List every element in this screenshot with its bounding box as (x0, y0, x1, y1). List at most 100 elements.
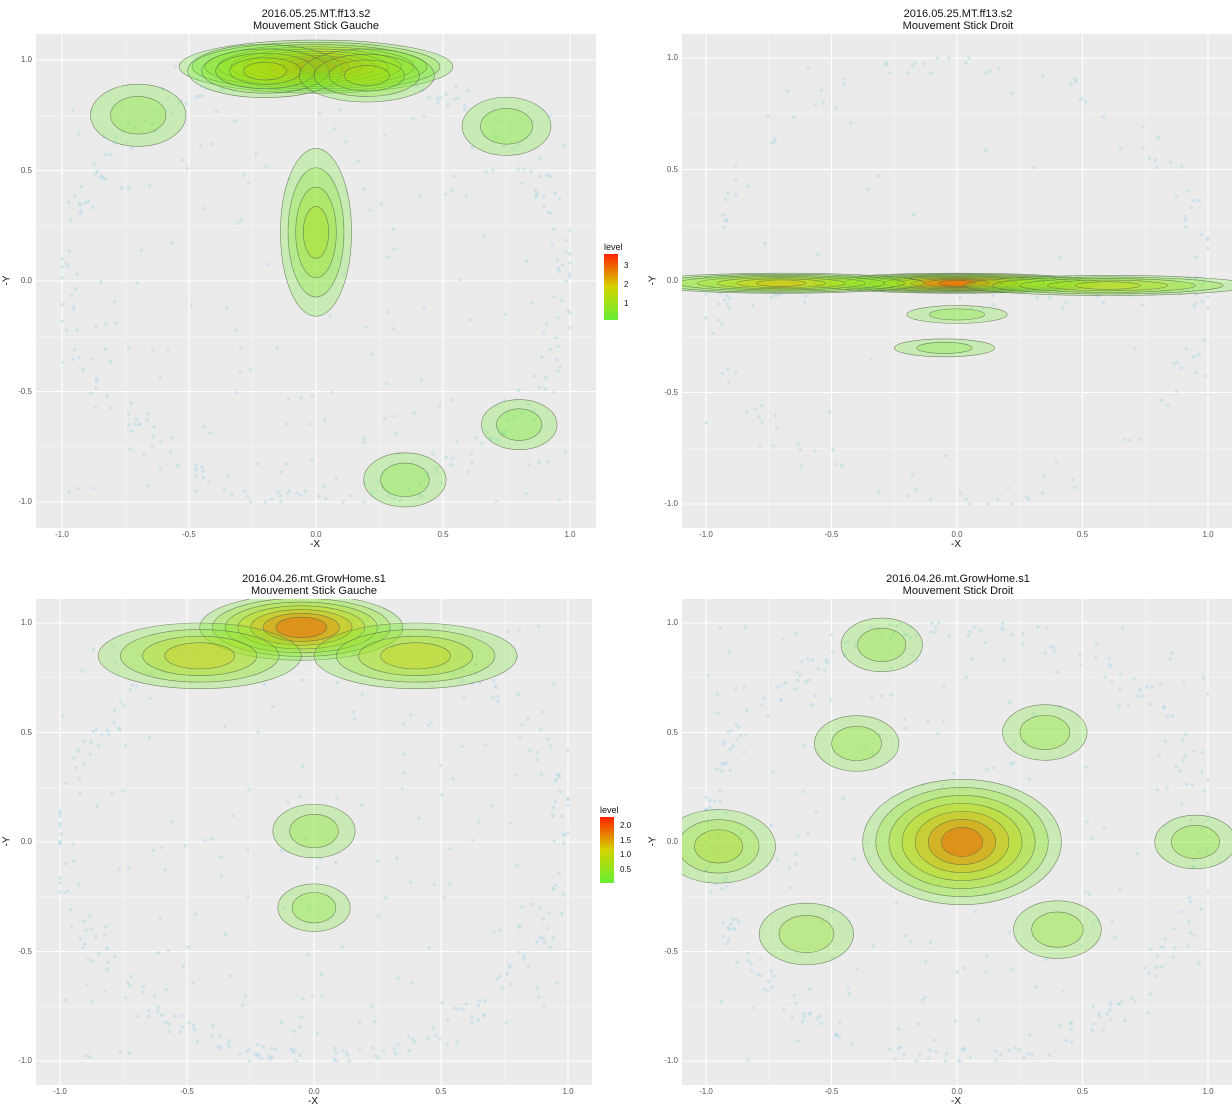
scatter-point (894, 900, 899, 905)
scatter-point (470, 1020, 475, 1024)
scatter-point (407, 488, 412, 492)
scatter-point (480, 634, 484, 639)
scatter-point (723, 298, 727, 302)
scatter-point (818, 1014, 822, 1018)
scatter-point (303, 489, 308, 493)
scatter-point (69, 907, 73, 912)
scatter-point (209, 837, 214, 841)
scatter-point (81, 919, 86, 923)
scatter-point (449, 463, 453, 467)
scatter-point (766, 979, 771, 984)
scatter-point (1103, 675, 1107, 679)
scatter-point (568, 325, 572, 330)
scatter-point (528, 748, 532, 753)
scatter-point (377, 635, 382, 639)
scatter-point (1091, 1004, 1095, 1009)
scatter-point (100, 176, 105, 180)
scatter-point (123, 743, 128, 748)
scatter-point (334, 1059, 339, 1063)
scatter-point (288, 488, 292, 493)
scatter-point (991, 302, 995, 307)
scatter-point (398, 498, 402, 503)
scatter-point (60, 257, 64, 261)
scatter-point (906, 71, 910, 75)
scatter-point (903, 933, 908, 938)
scatter-point (850, 1042, 854, 1046)
scatter-point (90, 109, 95, 114)
scatter-point (772, 974, 776, 979)
scatter-point (529, 301, 534, 305)
scatter-point (1017, 1047, 1022, 1052)
scatter-point (434, 466, 439, 470)
scatter-point (375, 480, 380, 484)
plot-area (36, 599, 592, 1085)
scatter-point (533, 195, 538, 199)
scatter-point (396, 976, 400, 980)
density-contour (855, 275, 1059, 292)
scatter-point (837, 1035, 842, 1040)
scatter-point (422, 114, 427, 119)
scatter-point (943, 1059, 948, 1063)
scatter-point (1206, 818, 1210, 822)
density-contour (937, 279, 977, 287)
scatter-point (774, 294, 779, 298)
scatter-point (498, 928, 503, 933)
scatter-point (1133, 999, 1138, 1004)
scatter-point (418, 193, 423, 198)
scatter-point (880, 693, 884, 698)
scatter-point (1079, 662, 1083, 667)
scatter-point (245, 1049, 249, 1054)
scatter-point (340, 944, 345, 949)
scatter-point (71, 357, 75, 362)
y-axis-label: -Y (1, 275, 13, 286)
scatter-point (240, 63, 244, 67)
scatter-point (1042, 474, 1047, 479)
y-tick-label: 0.5 (20, 727, 32, 737)
scatter-point (470, 145, 475, 150)
scatter-point (537, 174, 542, 179)
scatter-point (231, 813, 235, 818)
scatter-point (493, 136, 498, 141)
scatter-point (1205, 691, 1210, 696)
scatter-point (347, 1059, 352, 1063)
scatter-point (744, 708, 749, 713)
scatter-point (67, 200, 71, 205)
scatter-point (128, 688, 133, 692)
scatter-point (909, 939, 913, 944)
scatter-point (194, 489, 199, 494)
plot-area (682, 34, 1232, 528)
scatter-point (105, 967, 109, 972)
scatter-point (501, 144, 506, 149)
density-contour (736, 278, 827, 288)
scatter-point (361, 500, 366, 504)
scatter-point (772, 137, 776, 141)
x-tick-label: 1.0 (1202, 530, 1214, 539)
scatter-point (97, 952, 101, 956)
density-contour (481, 399, 558, 450)
scatter-point (316, 640, 320, 644)
scatter-point (533, 188, 537, 193)
scatter-point (888, 637, 893, 642)
density-contour (120, 629, 280, 683)
scatter-point (546, 459, 551, 464)
scatter-point (78, 791, 82, 795)
scatter-point (298, 1053, 302, 1057)
chart-title-line: 2016.04.26.mt.GrowHome.s1 (886, 573, 1030, 585)
scatter-point (412, 411, 416, 415)
scatter-point (139, 248, 144, 253)
scatter-point (722, 740, 727, 744)
scatter-point (448, 847, 453, 851)
density-contour (164, 642, 235, 670)
scatter-point (160, 661, 165, 665)
scatter-point (452, 174, 456, 179)
scatter-point (727, 296, 732, 300)
scatter-point (1084, 765, 1088, 769)
scatter-point (1183, 225, 1188, 229)
density-contour (204, 44, 428, 90)
scatter-point (301, 274, 306, 278)
scatter-point (875, 628, 880, 633)
scatter-point (1154, 965, 1159, 970)
density-contour (840, 617, 923, 673)
scatter-point (1024, 494, 1029, 499)
scatter-point (719, 887, 724, 891)
